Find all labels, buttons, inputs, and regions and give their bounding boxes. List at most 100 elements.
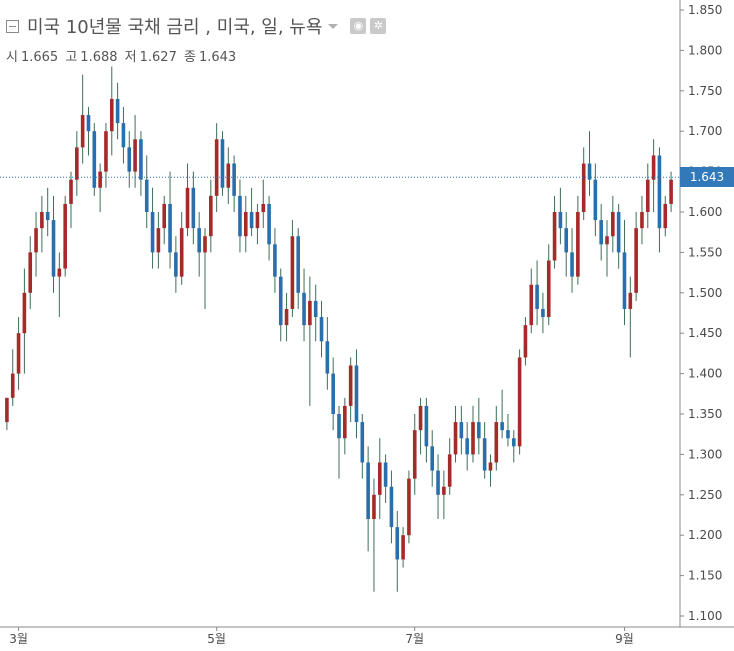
legend-title: 미국 10년물 국채 금리 , 미국, 일, 뉴욕 — [27, 17, 323, 38]
candle-body — [319, 317, 324, 342]
candle-body — [179, 228, 184, 277]
candle-body — [570, 252, 574, 277]
candle-body — [16, 333, 21, 374]
eye-icon[interactable]: ◉ — [350, 18, 367, 34]
y-tick-label: 1.800 — [688, 43, 722, 57]
candle-body — [98, 171, 102, 188]
candle-body — [133, 139, 137, 172]
legend-ohlc-row: 시 1.665 고 1.688 저 1.627 종 1.643 — [6, 46, 386, 65]
x-tick-label: 9월 — [615, 632, 634, 646]
candle-body — [302, 292, 306, 326]
candle-body — [558, 212, 563, 229]
candle-body — [273, 244, 277, 277]
candle-body — [249, 212, 254, 229]
candle-body — [360, 422, 365, 463]
chart-legend: 미국 10년물 국채 금리 , 미국, 일, 뉴욕 ◉ ✲ 시 1.665 고 1.… — [6, 14, 387, 65]
candle-body — [477, 422, 481, 439]
legend-low-value: 1.627 — [139, 50, 177, 65]
candle-body — [144, 179, 149, 212]
candle-body — [354, 365, 359, 423]
candle-body — [424, 405, 429, 447]
candle-body — [348, 365, 353, 406]
candle-body — [500, 422, 504, 431]
candle-body — [442, 486, 446, 495]
candle-body — [209, 195, 213, 237]
y-tick-label: 1.300 — [688, 447, 722, 461]
caret-down-icon[interactable] — [328, 23, 339, 29]
candle-body — [529, 284, 534, 326]
y-tick-label: 1.450 — [688, 326, 722, 340]
candle-body — [552, 212, 557, 261]
candle-body — [243, 212, 248, 237]
candle-body — [197, 228, 201, 253]
candle-body — [395, 527, 400, 560]
candle-body — [616, 212, 621, 253]
candle-body — [605, 236, 609, 245]
candle-body — [162, 203, 167, 229]
candle-body — [465, 438, 469, 455]
candle-body — [453, 422, 458, 455]
candle-body — [156, 228, 161, 253]
candle-body — [401, 535, 405, 560]
legend-open-label: 시 — [6, 50, 18, 65]
candle-body — [576, 212, 580, 277]
candle-body — [10, 373, 15, 398]
legend-high-label: 고 — [65, 50, 78, 65]
candle-body — [127, 147, 132, 172]
candle-body — [640, 212, 644, 229]
candle-body — [488, 462, 493, 471]
candle-body — [593, 179, 598, 221]
candle-body — [377, 462, 382, 495]
candle-body — [663, 203, 668, 229]
legend-low-label: 저 — [124, 50, 137, 65]
candle-body — [45, 212, 50, 221]
candle-body — [546, 260, 551, 318]
candle-body — [255, 212, 260, 229]
candle-body — [69, 179, 73, 204]
candle-body — [51, 220, 56, 277]
candle-body — [203, 236, 207, 253]
x-tick-label: 3월 — [9, 632, 28, 646]
candle-body — [343, 405, 347, 439]
candle-body — [57, 268, 62, 277]
candle-body — [80, 115, 85, 148]
candle-body — [418, 405, 423, 431]
candle-body — [296, 236, 301, 293]
candle-body — [40, 212, 44, 229]
candle-body — [290, 236, 295, 309]
candle-body — [191, 187, 196, 229]
candle-body — [412, 430, 417, 479]
candle-body — [308, 300, 312, 326]
candle-body — [5, 397, 9, 423]
y-tick-label: 1.350 — [688, 407, 722, 421]
legend-close-label: 종 — [183, 50, 196, 65]
candle-body — [511, 438, 516, 447]
y-tick-label: 1.700 — [688, 124, 722, 138]
candle-body — [313, 300, 318, 318]
candle-body — [28, 252, 33, 293]
candle-body — [436, 470, 440, 495]
candle-body — [185, 187, 190, 229]
gear-icon[interactable]: ✲ — [370, 18, 387, 34]
candle-body — [634, 228, 638, 293]
candle-body — [628, 292, 633, 309]
candle-body — [261, 203, 266, 212]
legend-open-value: 1.665 — [20, 50, 59, 65]
candle-body — [535, 284, 539, 309]
candle-body — [150, 212, 155, 253]
legend-title-row: 미국 10년물 국채 금리 , 미국, 일, 뉴욕 ◉ ✲ — [6, 14, 387, 38]
candle-body — [278, 276, 283, 326]
y-tick-label: 1.750 — [688, 84, 722, 98]
candle-body — [214, 139, 219, 196]
candle-body — [63, 203, 67, 269]
candle-body — [622, 252, 627, 309]
candle-body — [506, 430, 510, 439]
candle-body — [267, 203, 271, 245]
candle-body — [447, 454, 452, 487]
collapse-icon[interactable] — [6, 19, 19, 33]
candle-body — [22, 292, 27, 334]
candle-body — [541, 308, 545, 318]
legend-close-value: 1.643 — [198, 50, 237, 65]
candle-body — [459, 422, 464, 439]
